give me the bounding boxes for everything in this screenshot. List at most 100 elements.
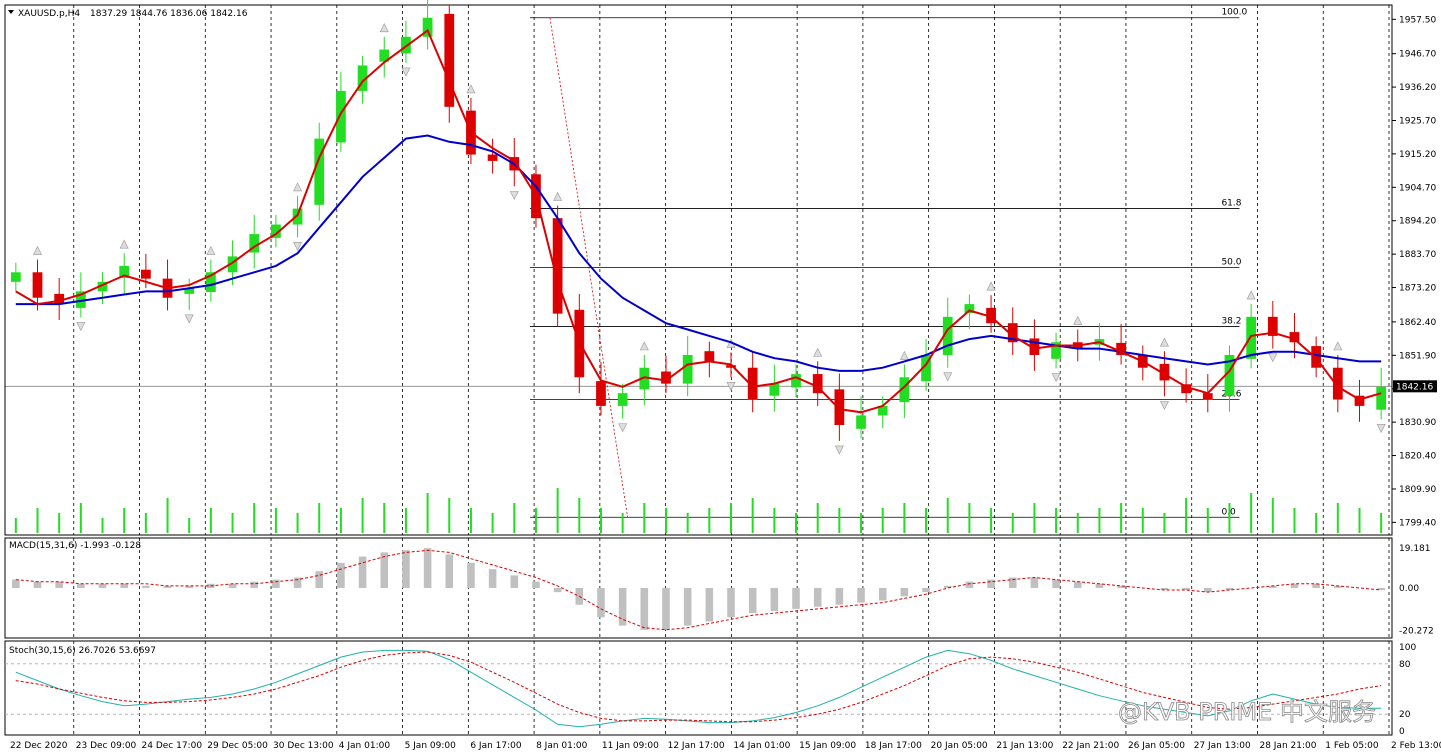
- time-axis-label: 26 Jan 05:00: [1128, 741, 1185, 751]
- candle-body: [812, 374, 823, 394]
- macd-label: MACD(15,31,6) -1.993 -0.128: [9, 541, 141, 551]
- fractal-up-marker: [986, 281, 996, 291]
- fractal-down-marker: [1159, 401, 1169, 411]
- fibonacci-retracement[interactable]: 100.061.850.038.223.60.0: [529, 8, 1248, 518]
- time-axis-label: 1 Feb 05:00: [1325, 741, 1379, 751]
- time-axis-label: 18 Jan 17:00: [865, 741, 922, 751]
- candle-body: [964, 304, 975, 313]
- time-axis-label: 30 Dec 13:00: [273, 741, 334, 751]
- candle-body: [206, 272, 216, 292]
- time-axis-label: 5 Jan 09:00: [405, 741, 457, 751]
- price-axis-label: 1799.40: [1399, 518, 1436, 528]
- candle-body: [921, 355, 931, 382]
- current-price-label: 1842.16: [1396, 382, 1433, 392]
- candle-body: [379, 49, 390, 62]
- candle-body: [791, 374, 801, 388]
- fractal-up-marker: [553, 191, 563, 201]
- fractal-up-marker: [1159, 337, 1169, 347]
- candle-body: [1116, 342, 1126, 355]
- candle-body: [75, 291, 86, 308]
- time-axis-label: 2 Feb 13:00: [1391, 741, 1441, 751]
- moving-averages: [15, 28, 1382, 414]
- time-axis-label: 22 Dec 2020: [10, 741, 68, 751]
- candle-body: [140, 269, 151, 279]
- fractal-up-marker: [206, 245, 216, 255]
- price-axis-label: 1820.40: [1399, 452, 1436, 462]
- candle-body: [1332, 367, 1343, 400]
- candle-body: [1007, 323, 1018, 343]
- candle-body: [856, 415, 866, 429]
- candle-body: [1246, 316, 1257, 359]
- price-axis-label: 1873.20: [1399, 284, 1436, 294]
- candle-body: [596, 381, 606, 406]
- candle-body: [444, 13, 455, 107]
- fib-level-label: 38.2: [1221, 316, 1241, 326]
- time-axis-label: 28 Jan 21:00: [1259, 741, 1316, 751]
- time-axis-label: 11 Jan 09:00: [602, 741, 659, 751]
- macd-panel: 19.181 0.00 -20.272: [12, 544, 1434, 636]
- time-axis-label: 14 Jan 01:00: [733, 741, 790, 751]
- time-axis-label: 22 Jan 21:00: [1062, 741, 1119, 751]
- macd-signal-line: [15, 549, 1382, 631]
- fractal-down-marker: [943, 372, 953, 382]
- time-axis-label: 6 Jan 17:00: [470, 741, 522, 751]
- time-axis-label: 12 Jan 17:00: [668, 741, 725, 751]
- candle-body: [227, 256, 238, 273]
- candle-body: [942, 316, 953, 355]
- panel-frame-1: [4, 537, 1393, 639]
- price-axis-label: 1894.20: [1399, 217, 1436, 227]
- stoch-axis-label: 100: [1399, 643, 1416, 653]
- fractal-down-marker: [726, 381, 736, 391]
- volume-bars: [14, 488, 1383, 533]
- candle-body: [10, 272, 21, 282]
- candle-body: [1289, 332, 1300, 343]
- chart-header-symbol: XAUUSD.p,H4: [18, 9, 80, 19]
- ma-slow-line: [15, 134, 1382, 372]
- candle-body: [32, 272, 43, 298]
- candle-body: [54, 293, 65, 305]
- candle-body: [97, 281, 108, 292]
- fractal-up-marker: [466, 84, 476, 94]
- time-axis-label: 29 Dec 05:00: [207, 741, 268, 751]
- fractal-down-marker: [509, 191, 519, 201]
- fractal-up-marker: [379, 23, 389, 33]
- candle-body: [119, 265, 130, 278]
- candle-body: [1181, 384, 1191, 394]
- candle-body: [834, 389, 845, 425]
- fib-level-label: 50.0: [1221, 258, 1241, 268]
- price-axis-label: 1925.70: [1399, 117, 1436, 127]
- stoch-main-line: [15, 649, 1382, 728]
- fractal-down-marker: [1051, 373, 1061, 383]
- candle-body: [1051, 342, 1061, 359]
- time-axis-label: 8 Jan 01:00: [536, 741, 588, 751]
- candlesticks: [10, 0, 1387, 455]
- candle-body: [661, 371, 671, 384]
- time-axis-label: 24 Dec 17:00: [142, 741, 203, 751]
- time-axis-label: 4 Jan 01:00: [339, 741, 391, 751]
- candle-body: [422, 17, 433, 37]
- candle-body: [747, 367, 758, 400]
- fractal-down-marker: [293, 241, 303, 251]
- macd-axis-label: 19.181: [1399, 544, 1431, 554]
- candle-body: [314, 138, 325, 205]
- price-axis-label: 1809.90: [1399, 485, 1436, 495]
- fractal-up-marker: [813, 347, 823, 357]
- candle-body: [704, 351, 715, 362]
- candle-body: [682, 355, 693, 384]
- fib-level-label: 100.0: [1221, 8, 1247, 18]
- candle-body: [617, 393, 628, 406]
- stoch-axis-label: 0: [1399, 727, 1405, 737]
- stoch-axis-label: 20: [1399, 710, 1411, 720]
- candle-body: [639, 367, 650, 390]
- candle-body: [986, 307, 996, 324]
- fractal-up-marker: [1246, 290, 1256, 300]
- ma-fast-line: [15, 28, 1382, 414]
- macd-axis-label: 0.00: [1399, 584, 1419, 594]
- current-price-badge: [1393, 380, 1437, 393]
- price-axis-label: 1915.20: [1399, 150, 1436, 160]
- candle-body: [184, 288, 195, 294]
- price-axis-label: 1830.90: [1399, 418, 1436, 428]
- candle-body: [249, 234, 260, 253]
- fractal-up-marker: [1073, 315, 1083, 325]
- price-axis-label: 1862.40: [1399, 318, 1436, 328]
